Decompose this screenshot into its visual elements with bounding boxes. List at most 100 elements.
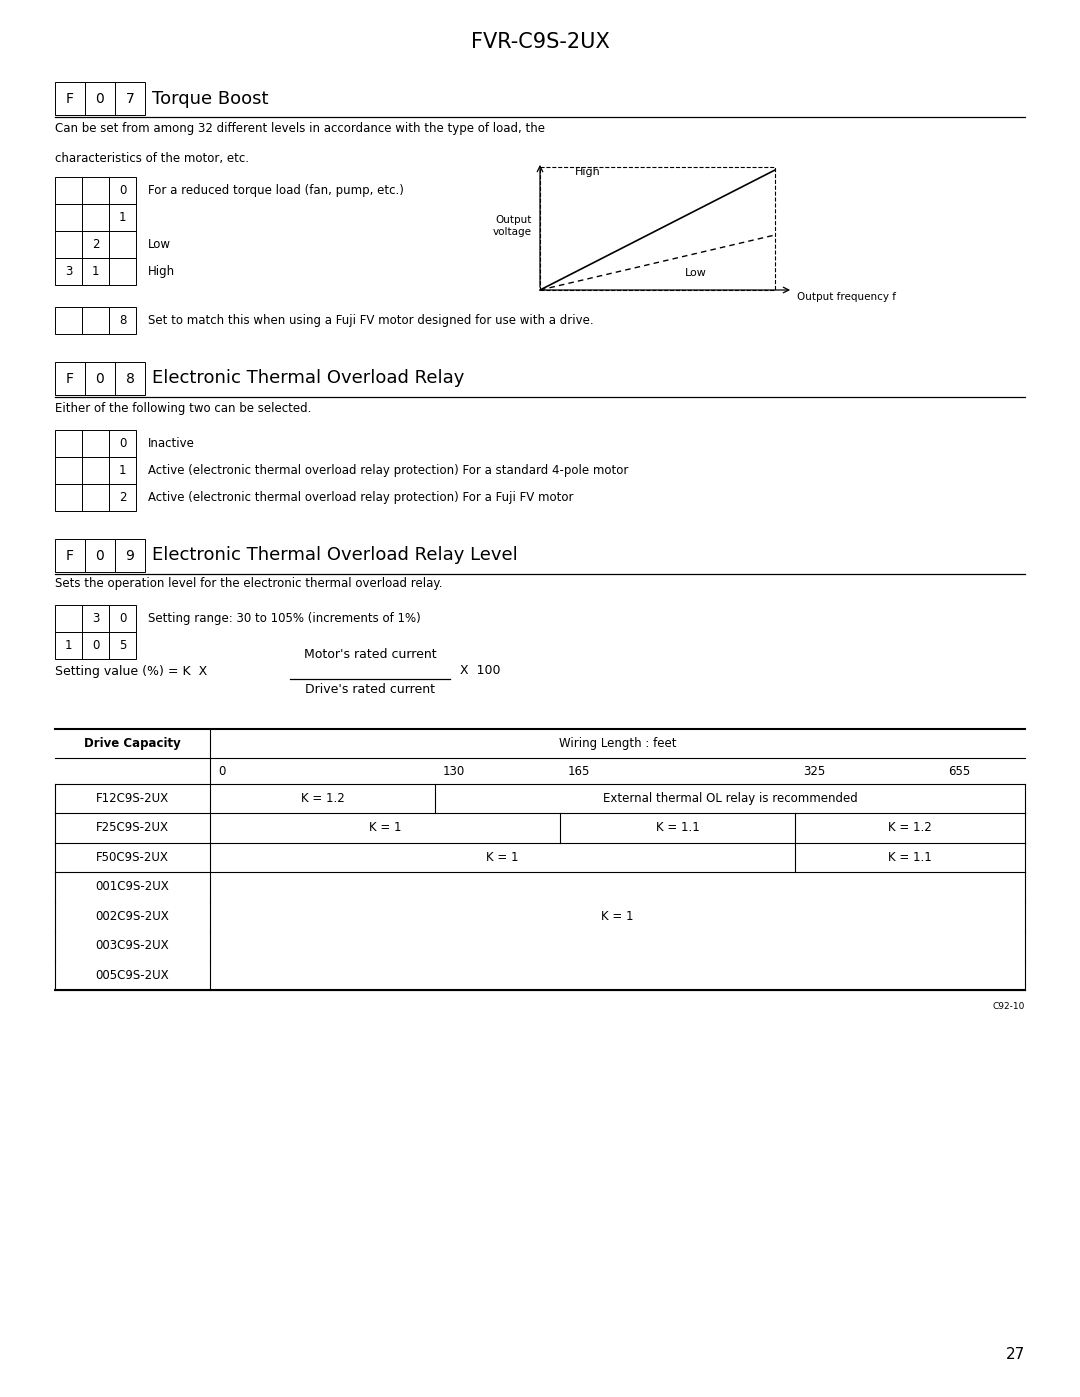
Text: 0: 0 <box>218 764 226 778</box>
Bar <box>55 307 82 334</box>
Text: External thermal OL relay is recommended: External thermal OL relay is recommended <box>603 792 858 805</box>
Bar <box>82 177 109 204</box>
Bar <box>55 605 82 631</box>
Text: 5: 5 <box>119 638 126 652</box>
Text: Motor's rated current: Motor's rated current <box>303 648 436 661</box>
Bar <box>55 362 85 395</box>
Text: Output frequency f: Output frequency f <box>797 292 896 302</box>
Bar <box>109 605 136 631</box>
Text: Either of the following two can be selected.: Either of the following two can be selec… <box>55 402 311 415</box>
Bar <box>109 457 136 483</box>
Bar <box>85 539 114 571</box>
Text: Inactive: Inactive <box>148 437 194 450</box>
Bar <box>109 258 136 285</box>
Bar <box>55 258 82 285</box>
Text: K = 1.2: K = 1.2 <box>888 821 932 834</box>
Bar <box>82 483 109 511</box>
Bar <box>55 483 82 511</box>
Text: 8: 8 <box>125 372 134 386</box>
Text: 001C9S-2UX: 001C9S-2UX <box>96 880 170 893</box>
Text: 0: 0 <box>92 638 99 652</box>
Text: 0: 0 <box>96 91 105 106</box>
Text: 003C9S-2UX: 003C9S-2UX <box>96 939 170 953</box>
Bar <box>109 307 136 334</box>
Text: 005C9S-2UX: 005C9S-2UX <box>96 970 170 982</box>
Text: K = 1: K = 1 <box>602 909 634 923</box>
Text: characteristics of the motor, etc.: characteristics of the motor, etc. <box>55 152 249 165</box>
Bar <box>55 631 82 659</box>
Text: Active (electronic thermal overload relay protection) For a Fuji FV motor: Active (electronic thermal overload rela… <box>148 490 573 504</box>
Bar <box>114 539 145 571</box>
Bar <box>109 177 136 204</box>
Bar <box>540 168 775 291</box>
Bar <box>82 307 109 334</box>
Bar <box>109 204 136 231</box>
Text: 27: 27 <box>1005 1347 1025 1362</box>
Bar <box>55 539 85 571</box>
Text: F12C9S-2UX: F12C9S-2UX <box>96 792 170 805</box>
Text: High: High <box>148 265 175 278</box>
Text: Torque Boost: Torque Boost <box>152 89 269 108</box>
Text: 8: 8 <box>119 314 126 327</box>
Text: 002C9S-2UX: 002C9S-2UX <box>96 909 170 923</box>
Bar <box>55 82 85 115</box>
Text: 0: 0 <box>96 549 105 563</box>
Text: X  100: X 100 <box>460 665 500 678</box>
Text: F50C9S-2UX: F50C9S-2UX <box>96 851 168 863</box>
Text: 1: 1 <box>119 464 126 476</box>
Text: 1: 1 <box>92 265 99 278</box>
Text: K = 1: K = 1 <box>486 851 518 863</box>
Text: 3: 3 <box>92 612 99 624</box>
Text: 1: 1 <box>119 211 126 224</box>
Text: Low: Low <box>148 237 171 251</box>
Text: 7: 7 <box>125 91 134 106</box>
Text: 0: 0 <box>119 612 126 624</box>
Bar <box>55 177 82 204</box>
Text: Wiring Length : feet: Wiring Length : feet <box>558 738 676 750</box>
Text: 0: 0 <box>119 437 126 450</box>
Text: Output
voltage: Output voltage <box>492 215 532 237</box>
Bar <box>109 231 136 258</box>
Text: Set to match this when using a Fuji FV motor designed for use with a drive.: Set to match this when using a Fuji FV m… <box>148 314 594 327</box>
Bar <box>82 430 109 457</box>
Text: K = 1: K = 1 <box>368 821 402 834</box>
Text: Sets the operation level for the electronic thermal overload relay.: Sets the operation level for the electro… <box>55 577 443 590</box>
Bar <box>55 231 82 258</box>
Text: 1: 1 <box>65 638 72 652</box>
Bar <box>55 457 82 483</box>
Bar <box>82 631 109 659</box>
Text: Can be set from among 32 different levels in accordance with the type of load, t: Can be set from among 32 different level… <box>55 122 545 136</box>
Bar <box>85 82 114 115</box>
Text: Setting range: 30 to 105% (increments of 1%): Setting range: 30 to 105% (increments of… <box>148 612 421 624</box>
Bar <box>82 605 109 631</box>
Bar <box>85 362 114 395</box>
Text: Active (electronic thermal overload relay protection) For a standard 4-pole moto: Active (electronic thermal overload rela… <box>148 464 629 476</box>
Text: 0: 0 <box>96 372 105 386</box>
Text: 3: 3 <box>65 265 72 278</box>
Text: 130: 130 <box>443 764 465 778</box>
Text: For a reduced torque load (fan, pump, etc.): For a reduced torque load (fan, pump, et… <box>148 184 404 197</box>
Bar <box>82 258 109 285</box>
Text: C92-10: C92-10 <box>993 1002 1025 1011</box>
Text: 2: 2 <box>92 237 99 251</box>
Bar <box>55 204 82 231</box>
Text: K = 1.1: K = 1.1 <box>888 851 932 863</box>
Text: 325: 325 <box>804 764 825 778</box>
Text: K = 1.1: K = 1.1 <box>656 821 700 834</box>
Bar <box>114 362 145 395</box>
Text: F25C9S-2UX: F25C9S-2UX <box>96 821 168 834</box>
Text: 9: 9 <box>125 549 134 563</box>
Bar <box>82 231 109 258</box>
Text: 0: 0 <box>119 184 126 197</box>
Bar <box>109 430 136 457</box>
Bar <box>55 430 82 457</box>
Text: Drive's rated current: Drive's rated current <box>305 683 435 696</box>
Text: High: High <box>575 168 600 177</box>
Text: 165: 165 <box>568 764 591 778</box>
Text: Electronic Thermal Overload Relay: Electronic Thermal Overload Relay <box>152 369 464 387</box>
Text: F: F <box>66 372 75 386</box>
Text: K = 1.2: K = 1.2 <box>300 792 345 805</box>
Text: F: F <box>66 91 75 106</box>
Text: F: F <box>66 549 75 563</box>
Bar <box>82 457 109 483</box>
